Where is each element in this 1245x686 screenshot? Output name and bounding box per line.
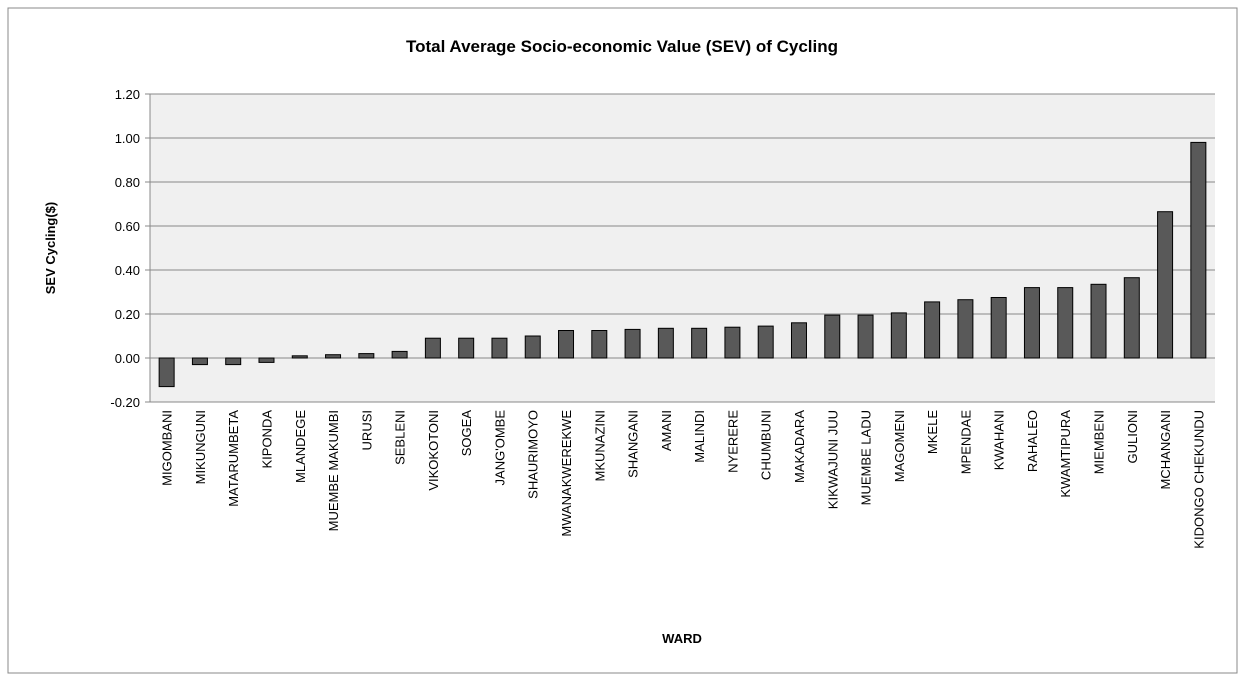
bar	[591, 330, 608, 359]
bar	[957, 299, 974, 359]
x-tick-label: KIPONDA	[259, 410, 274, 469]
x-tick-label: GULIONI	[1125, 410, 1140, 463]
bar	[1057, 287, 1074, 359]
x-tick-label: JANG'OMBE	[492, 410, 507, 486]
x-tick-label: MCHANGANI	[1158, 410, 1173, 489]
x-tick-label: MALINDI	[692, 410, 707, 463]
y-tick-label: 0.00	[115, 351, 140, 366]
x-tick-label: MLANDEGE	[293, 410, 308, 483]
bar	[790, 322, 807, 359]
x-tick-label: MUEMBE LADU	[859, 410, 874, 505]
x-tick-label: SOGEA	[459, 410, 474, 457]
x-tick-label: MWANAKWEREKWE	[559, 410, 574, 537]
y-tick-label: 0.80	[115, 175, 140, 190]
y-tick-label: 1.20	[115, 87, 140, 102]
bar	[391, 350, 408, 359]
x-tick-label: MAGOMENI	[892, 410, 907, 482]
bar	[424, 337, 441, 359]
bar	[458, 337, 475, 359]
bar	[325, 354, 342, 359]
y-tick-label: 0.60	[115, 219, 140, 234]
x-tick-label: MUEMBE MAKUMBI	[326, 410, 341, 531]
x-tick-label: KWAHANI	[992, 410, 1007, 470]
x-tick-label: MKELE	[925, 410, 940, 454]
x-tick-label: KIKWAJUNI JUU	[825, 410, 840, 509]
bar	[191, 357, 208, 366]
x-axis-label: WARD	[662, 631, 702, 646]
x-tick-label: KIDONGO CHEKUNDU	[1191, 410, 1206, 549]
x-tick-label: URUSI	[359, 410, 374, 450]
x-tick-label: MKUNAZINI	[592, 410, 607, 482]
bar	[757, 325, 774, 359]
x-tick-label: SEBLENI	[393, 410, 408, 465]
bar	[258, 357, 275, 363]
bar	[1157, 211, 1174, 359]
y-tick-label: -0.20	[110, 395, 140, 410]
bar	[691, 327, 708, 359]
bar	[158, 357, 175, 388]
x-tick-label: MIGOMBANI	[160, 410, 175, 486]
bar	[857, 314, 874, 359]
bar	[558, 330, 575, 359]
bar	[291, 355, 308, 359]
bar	[657, 327, 674, 359]
bar	[1123, 277, 1140, 359]
bar	[524, 335, 541, 359]
y-axis-label: SEV Cycling($)	[43, 202, 58, 294]
bar	[924, 301, 941, 359]
x-tick-label: MIEMBENI	[1092, 410, 1107, 474]
bar	[225, 357, 242, 366]
bar	[890, 312, 907, 359]
x-tick-label: MIKUNGUNI	[193, 410, 208, 484]
chart-title: Total Average Socio-economic Value (SEV)…	[406, 37, 838, 56]
x-tick-label: SHAURIMOYO	[526, 410, 541, 499]
x-tick-label: MATARUMBETA	[226, 410, 241, 507]
bar	[1190, 141, 1207, 359]
x-tick-label: RAHALEO	[1025, 410, 1040, 472]
x-tick-label: MAKADARA	[792, 410, 807, 483]
bar	[824, 314, 841, 359]
y-tick-label: 0.20	[115, 307, 140, 322]
bar	[358, 353, 375, 359]
bar	[1023, 287, 1040, 359]
x-tick-label: KWAMTIPURA	[1058, 410, 1073, 498]
plot-area	[150, 94, 1215, 402]
y-tick-label: 1.00	[115, 131, 140, 146]
x-tick-label: AMANI	[659, 410, 674, 451]
y-tick-label: 0.40	[115, 263, 140, 278]
bar	[1090, 283, 1107, 359]
bar	[624, 328, 641, 359]
x-tick-label: CHUMBUNI	[759, 410, 774, 480]
x-tick-label: NYERERE	[725, 410, 740, 473]
bar	[990, 297, 1007, 359]
x-tick-label: MPENDAE	[958, 410, 973, 475]
x-tick-label: VIKOKOTONI	[426, 410, 441, 491]
bar	[724, 326, 741, 359]
x-tick-label: SHANGANI	[626, 410, 641, 478]
bar	[491, 337, 508, 359]
